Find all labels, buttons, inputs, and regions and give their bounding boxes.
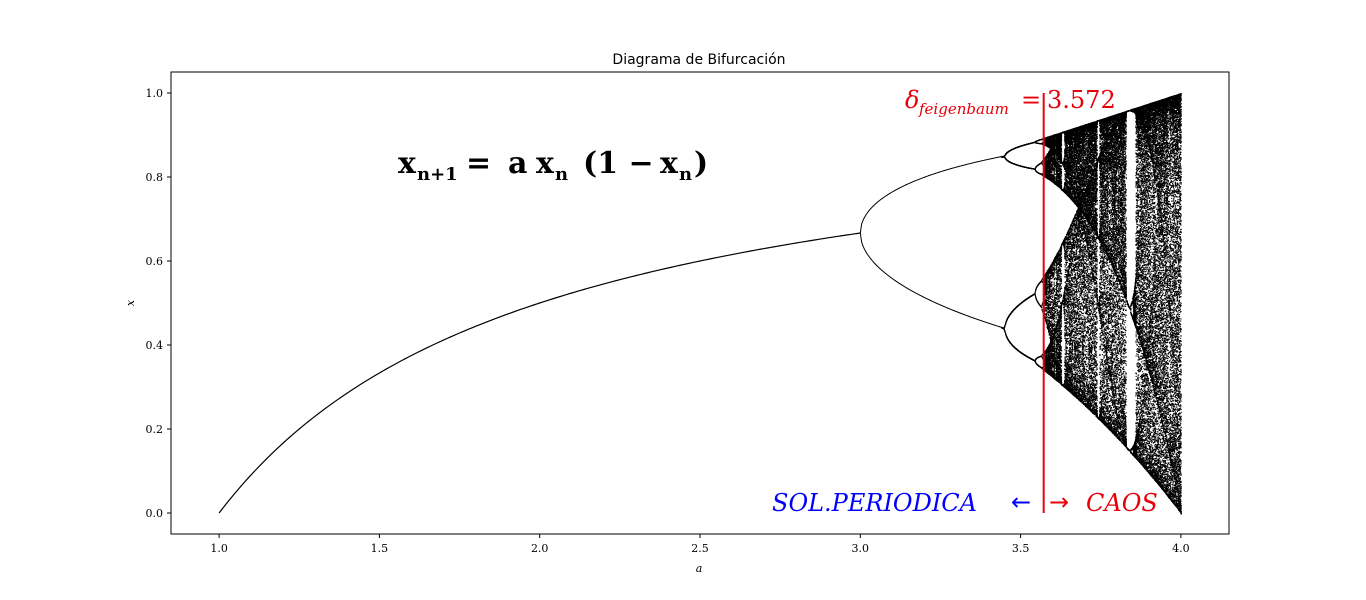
bifurcation-point <box>1005 324 1006 325</box>
bifurcation-point <box>1035 294 1036 295</box>
bifurcation-point <box>1005 332 1006 333</box>
stable-fixed-point-curve <box>219 233 860 513</box>
bifurcation-point <box>1004 325 1005 326</box>
bifurcation-point <box>1035 291 1036 292</box>
bifurcation-point <box>1041 307 1042 308</box>
bifurcation-point <box>1035 290 1036 291</box>
chart-title: Diagrama de Bifurcación <box>612 52 785 68</box>
bifurcation-point <box>1004 331 1005 332</box>
period-2-upper-branch <box>860 156 1004 233</box>
bifurcation-point <box>1005 333 1006 334</box>
bifurcation-point <box>1035 296 1036 297</box>
bifurcation-point <box>1035 293 1036 294</box>
bifurcation-point <box>1035 295 1036 296</box>
period-2-lower-branch <box>860 233 1004 328</box>
bifurcation-points <box>1001 93 1182 514</box>
